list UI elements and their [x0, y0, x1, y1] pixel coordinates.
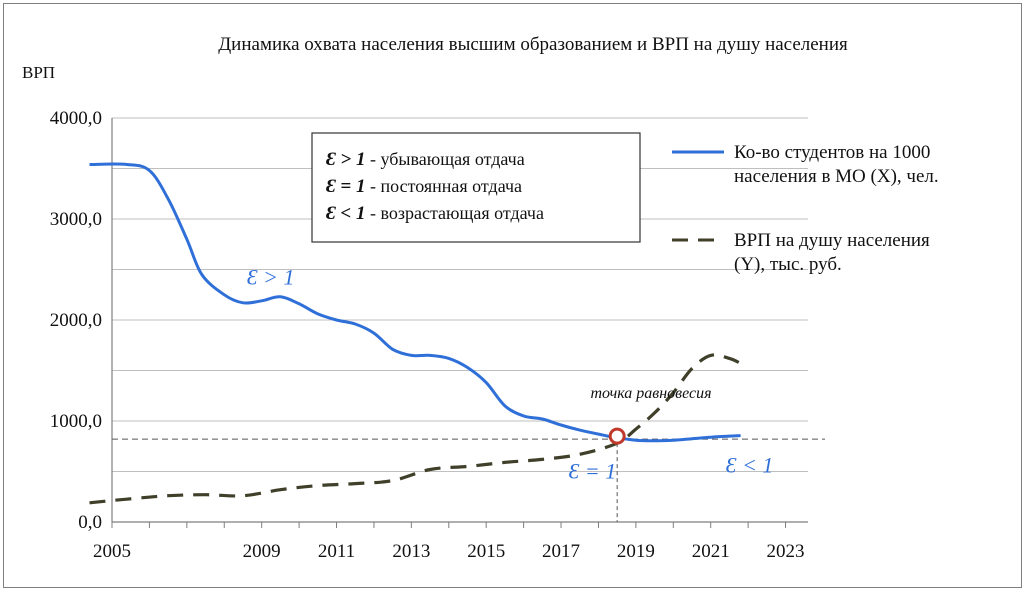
legend-label: Ко-во студентов на 1000 населения в МО (X…: [734, 142, 939, 187]
equilibrium-label: точка равновесия: [590, 385, 711, 402]
series-group: [89, 162, 742, 505]
region-labels: Ɛ > 1 Ɛ = 1 Ɛ < 1: [247, 265, 774, 484]
annotation-text: - постоянная отдача: [366, 176, 523, 196]
x-tick-label: 2019: [617, 541, 655, 562]
reference-lines: [112, 436, 825, 522]
series-line-students: [89, 162, 741, 443]
annotation-symbol: Ɛ = 1: [326, 176, 366, 197]
region-label: Ɛ = 1: [569, 459, 617, 484]
annotation-symbol: Ɛ > 1: [326, 149, 366, 170]
legend: Ко-во студентов на 1000 населения в МО (X…: [672, 142, 939, 275]
y-tick-label: 0,0: [78, 512, 102, 533]
x-tick-label: 2011: [318, 541, 355, 562]
legend-label-line: Ко-во студентов на 1000: [734, 142, 930, 163]
legend-label-line: населения в МО (X), чел.: [734, 166, 939, 187]
y-tick-labels: 0,0 1000,0 2000,0 3000,0 4000,0: [50, 108, 102, 533]
legend-label-line: ВРП на душу населения: [734, 230, 930, 251]
annotation-row: Ɛ < 1 - возрастающая отдача: [326, 203, 544, 224]
y-tick-label: 4000,0: [50, 108, 102, 129]
equilibrium-marker: [608, 427, 626, 445]
x-tick-label: 2021: [692, 541, 730, 562]
annotation-row: Ɛ = 1 - постоянная отдача: [326, 176, 522, 197]
x-tick-labels: 2005 2009 2011 2013 2015 2017 2019 2021 2023: [93, 541, 805, 562]
equilibrium-marker-group: точка равновесия: [590, 385, 712, 445]
annotation-text: - убывающая отдача: [366, 149, 525, 169]
x-tick-label: 2015: [467, 541, 505, 562]
x-tick-label: 2009: [243, 541, 281, 562]
y-tick-label: 3000,0: [50, 209, 102, 230]
annotation-row: Ɛ > 1 - убывающая отдача: [326, 149, 525, 170]
annotation-box-border: [311, 132, 641, 243]
legend-label-line: (Y), тыс. руб.: [734, 254, 842, 275]
axes: [111, 118, 808, 528]
x-tick-label: 2023: [767, 541, 805, 562]
y-axis-label: ВРП: [22, 63, 55, 82]
region-label: Ɛ > 1: [247, 265, 295, 290]
annotation-symbol: Ɛ < 1: [326, 203, 366, 224]
x-tick-label: 2017: [542, 541, 580, 562]
x-tick-label: 2013: [392, 541, 430, 562]
x-tick-label: 2005: [93, 541, 131, 562]
chart-frame: [3, 3, 1022, 588]
series-line-grp: [89, 353, 742, 505]
region-label: Ɛ < 1: [726, 453, 774, 478]
y-tick-label: 1000,0: [50, 411, 102, 432]
legend-label: ВРП на душу населения (Y), тыс. руб.: [734, 230, 930, 275]
y-tick-label: 2000,0: [50, 310, 102, 331]
chart-title: Динамика охвата населения высшим образов…: [218, 34, 848, 55]
annotation-text: - возрастающая отдача: [366, 203, 544, 223]
